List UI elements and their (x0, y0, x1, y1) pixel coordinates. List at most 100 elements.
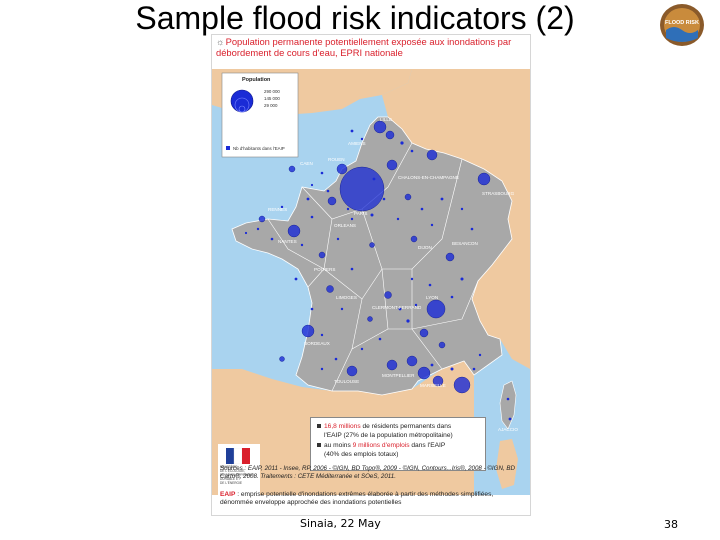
city-besancon: BESANCON (452, 241, 478, 246)
city-amiens: AMIENS (348, 141, 366, 146)
circle-clermont (384, 291, 392, 299)
city-orleans: ORLEANS (334, 223, 356, 228)
flood-risk-logo: FLOOD RISK (658, 2, 706, 48)
bullet-icon (317, 424, 321, 429)
stats-jobs-value: 9 millions d'emplois (352, 442, 410, 449)
stats-residents-value: 16,8 millions (324, 423, 361, 430)
map-figure: ☼Population permanente potentiellement e… (211, 34, 531, 516)
legend-value-2: 145 000 (264, 96, 280, 101)
circle-cahors (367, 316, 373, 322)
circle-limoges (326, 285, 334, 293)
circle-poitiers (318, 251, 326, 259)
circle-grenoble (419, 328, 429, 338)
city-limoges: LIMOGES (336, 295, 357, 300)
footer-date: Sinaia, 22 May (300, 517, 381, 530)
stats-line-1: 16,8 millions de résidents permanents da… (317, 423, 451, 431)
circle-metz (426, 149, 438, 161)
corsica-land (499, 380, 517, 430)
circle-besancon (445, 252, 455, 262)
circle-lille (373, 120, 387, 134)
circle-bordeaux (301, 324, 315, 338)
logo-text: FLOOD RISK (665, 20, 699, 26)
city-lyon: LYON (426, 295, 438, 300)
stats-jobs-post: dans l'EAIP (409, 442, 446, 449)
city-nantes: NANTES (278, 239, 297, 244)
map-heading: ☼Population permanente potentiellement e… (216, 36, 528, 58)
circle-caen (288, 165, 296, 173)
circle-rouen (336, 163, 348, 175)
legend-circle-small (238, 105, 246, 113)
city-rouen: ROUEN (328, 157, 345, 162)
circle-troyes (404, 193, 412, 201)
circle-drome (438, 341, 446, 349)
eaip-label: EAIP (220, 491, 236, 498)
city-paris: PARIS (354, 211, 367, 216)
city-rennes: RENNES (268, 207, 287, 212)
city-bordeaux: BORDEAUX (304, 341, 330, 346)
circle-toulouse (346, 365, 358, 377)
legend-value-3: 29 000 (264, 103, 278, 108)
circle-reims (386, 159, 398, 171)
circle-lille-2 (385, 130, 395, 140)
slide-title: Sample flood risk indicators (2) (135, 0, 575, 36)
region-boundaries (267, 142, 479, 392)
circle-montpellier (386, 359, 398, 371)
city-lille: LILLE (380, 117, 392, 122)
population-circles (258, 120, 491, 394)
legend-value-1: 290 000 (264, 89, 280, 94)
population-small-dots (244, 129, 512, 421)
ministry-caption-1: MINISTÈRE (220, 465, 238, 469)
stats-jobs-pre: au moins (324, 442, 353, 449)
circle-marseille (417, 366, 431, 380)
stats-line-4: (40% des emplois totaux) (324, 451, 399, 458)
french-flag-icon (226, 448, 250, 464)
city-caen: CAEN (300, 161, 313, 166)
city-dijon: DIJON (418, 245, 432, 250)
city-clermont: CLERMONT-FERRAND (372, 305, 422, 310)
stats-line-2: l'EAIP (27% de la population métropolita… (324, 432, 453, 439)
city-montpellier: MONTPELLIER (382, 373, 415, 378)
circle-paris (339, 166, 385, 212)
city-labels: LILLE AMIENS ROUEN CAEN PARIS CHALONS-EN… (268, 117, 518, 432)
map-legend: Population 290 000 145 000 29 000 Nb d'h… (221, 72, 299, 158)
circle-rennes (258, 215, 266, 223)
city-strasbourg: STRASBOURG (482, 191, 515, 196)
map-sources: Sources : EAIP, 2011 - Insee, RP, 2006 -… (220, 465, 515, 480)
eaip-definition-text: : emprise potentielle d'inondations extr… (220, 491, 494, 506)
ministry-caption-4: DURABLE ET (220, 477, 241, 481)
bullet-icon (317, 443, 321, 448)
pin-icon: ☼ (216, 36, 225, 47)
circle-bayonne (279, 356, 285, 362)
statistics-box: 16,8 millions de résidents permanents da… (310, 417, 486, 471)
neighbor-land-east (382, 69, 530, 369)
map-heading-text: Population permanente potentiellement ex… (216, 36, 512, 58)
city-poitiers: POITIERS (314, 267, 335, 272)
legend-title: Population (242, 77, 271, 83)
ministry-caption-2: DE L'ÉCOLOGIE, (220, 469, 246, 473)
legend-note: Nb d'habitants dans l'EAIP (233, 146, 285, 151)
circle-avignon (406, 355, 418, 367)
city-marseille: MARSEILLE (420, 383, 446, 388)
circle-lyon (426, 299, 446, 319)
circle-strasbourg (477, 172, 491, 186)
ministry-logo: MINISTÈRE DE L'ÉCOLOGIE, DU DÉVELOPPEMEN… (218, 444, 260, 498)
circle-dijon (410, 235, 418, 243)
legend-circle-large (230, 89, 254, 113)
circle-nantes (287, 224, 301, 238)
city-ajaccio: AJACCIO (498, 427, 518, 432)
legend-square (226, 146, 230, 150)
circle-nice (453, 376, 471, 394)
france-land (231, 116, 513, 396)
city-toulouse: TOULOUSE (334, 379, 359, 384)
page-number: 38 (664, 518, 678, 531)
stats-residents-text: de résidents permanents dans (360, 423, 452, 430)
circle-bourges (369, 242, 375, 248)
city-chalons: CHALONS-EN-CHAMPAGNE (398, 175, 459, 180)
circle-orleans (327, 196, 337, 206)
stats-line-3: au moins 9 millions d'emplois dans l'EAI… (317, 442, 445, 450)
ministry-caption-3: DU DÉVELOPPEMENT (220, 473, 254, 477)
circle-toulon (432, 375, 444, 387)
ministry-caption-5: DE L'ÉNERGIE (220, 481, 243, 485)
eaip-definition: EAIP : emprise potentielle d'inondations… (220, 491, 526, 507)
sardinia-land (496, 439, 518, 489)
